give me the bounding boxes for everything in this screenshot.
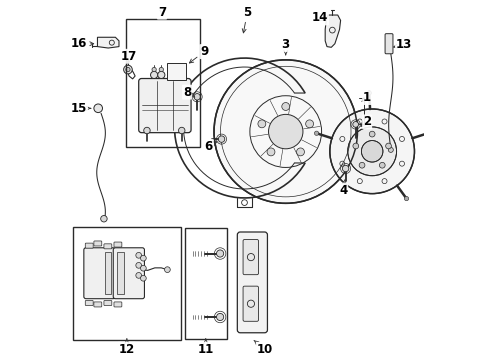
Circle shape <box>164 267 170 273</box>
Circle shape <box>257 120 265 128</box>
Text: 11: 11 <box>197 339 213 356</box>
Polygon shape <box>97 37 119 48</box>
Bar <box>185 228 226 338</box>
Circle shape <box>194 94 200 100</box>
Text: 10: 10 <box>253 340 272 356</box>
FancyBboxPatch shape <box>384 34 392 54</box>
Circle shape <box>266 148 274 156</box>
Text: 8: 8 <box>183 86 194 99</box>
Circle shape <box>140 255 146 261</box>
Circle shape <box>123 65 132 74</box>
Circle shape <box>136 252 142 258</box>
Circle shape <box>385 143 390 149</box>
Circle shape <box>94 104 102 113</box>
Circle shape <box>159 67 163 72</box>
FancyBboxPatch shape <box>94 302 102 307</box>
Circle shape <box>366 91 371 95</box>
Circle shape <box>368 131 374 137</box>
Bar <box>73 226 180 339</box>
Text: 3: 3 <box>281 38 289 55</box>
Text: 6: 6 <box>204 140 216 153</box>
Bar <box>104 252 111 294</box>
FancyBboxPatch shape <box>114 302 122 307</box>
Circle shape <box>216 250 223 257</box>
Circle shape <box>268 114 303 149</box>
Circle shape <box>425 131 429 135</box>
Circle shape <box>214 60 357 203</box>
Text: 17: 17 <box>121 50 137 64</box>
FancyBboxPatch shape <box>243 286 258 321</box>
FancyBboxPatch shape <box>85 243 93 248</box>
Circle shape <box>140 275 146 281</box>
Circle shape <box>342 165 348 172</box>
Circle shape <box>352 122 358 127</box>
Circle shape <box>216 314 223 320</box>
Text: 13: 13 <box>393 38 411 51</box>
Text: 9: 9 <box>189 45 208 63</box>
Circle shape <box>158 71 164 78</box>
Circle shape <box>152 67 156 72</box>
Circle shape <box>352 143 358 149</box>
Text: 15: 15 <box>70 102 91 115</box>
FancyBboxPatch shape <box>139 78 191 133</box>
Circle shape <box>305 120 313 128</box>
Text: 14: 14 <box>311 12 327 24</box>
Circle shape <box>143 127 150 134</box>
Circle shape <box>140 265 146 271</box>
Polygon shape <box>325 15 340 47</box>
Bar <box>117 252 123 294</box>
Circle shape <box>404 197 408 201</box>
FancyBboxPatch shape <box>114 242 122 247</box>
Circle shape <box>361 140 382 162</box>
FancyBboxPatch shape <box>243 239 258 275</box>
Circle shape <box>281 103 289 111</box>
Circle shape <box>101 216 107 222</box>
Text: 12: 12 <box>119 339 135 356</box>
Circle shape <box>296 148 304 156</box>
FancyBboxPatch shape <box>104 301 112 306</box>
Circle shape <box>359 162 364 168</box>
Circle shape <box>218 136 224 142</box>
FancyBboxPatch shape <box>94 241 102 246</box>
Text: 2: 2 <box>360 116 370 129</box>
FancyBboxPatch shape <box>85 301 93 306</box>
Bar <box>166 63 186 80</box>
Text: 4: 4 <box>338 180 346 197</box>
Text: 16: 16 <box>70 37 94 50</box>
Circle shape <box>178 127 184 134</box>
Circle shape <box>379 162 385 168</box>
FancyBboxPatch shape <box>113 248 144 299</box>
Circle shape <box>347 127 396 176</box>
Circle shape <box>125 67 130 72</box>
Circle shape <box>136 262 142 268</box>
Circle shape <box>387 147 392 152</box>
Circle shape <box>329 109 414 194</box>
FancyBboxPatch shape <box>104 244 112 249</box>
Text: 5: 5 <box>242 6 251 33</box>
Text: 7: 7 <box>158 6 166 19</box>
Text: 1: 1 <box>361 91 370 104</box>
FancyBboxPatch shape <box>83 248 115 299</box>
Circle shape <box>136 273 142 278</box>
Circle shape <box>150 71 158 78</box>
Circle shape <box>314 131 318 135</box>
Bar <box>126 19 199 147</box>
FancyBboxPatch shape <box>237 232 267 333</box>
